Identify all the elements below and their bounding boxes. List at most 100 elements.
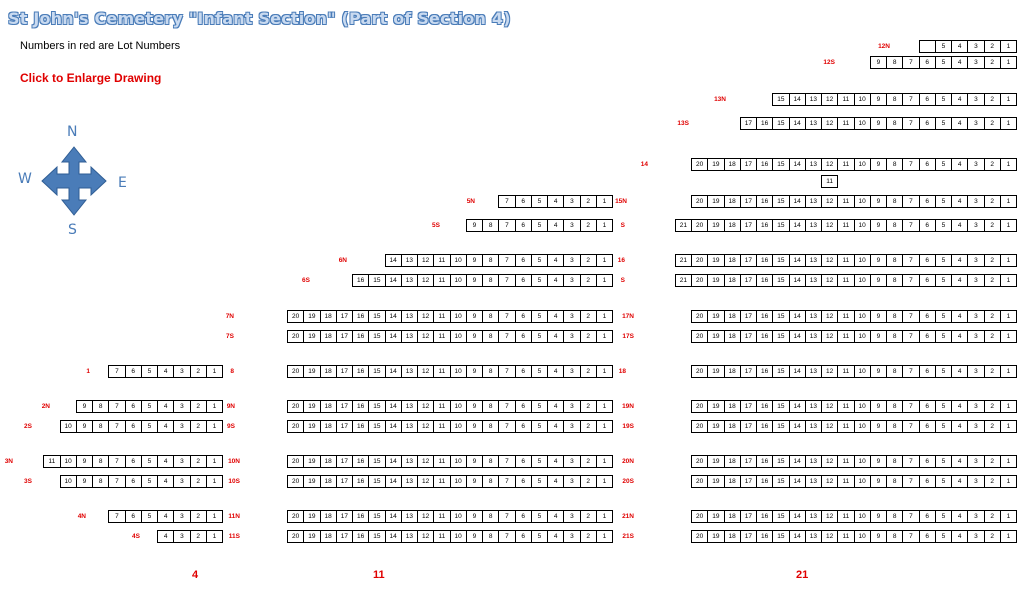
grave-cell: 17 (739, 274, 757, 287)
grave-cell: 10 (853, 420, 871, 433)
grave-cell: 12 (821, 475, 839, 488)
grave-cell: 5 (530, 195, 548, 208)
grave-cell: 18 (723, 455, 741, 468)
grave-cell: 13 (804, 117, 822, 130)
grave-cell: 6 (918, 400, 936, 413)
grave-cell: 7 (902, 455, 920, 468)
grave-cell: 2 (189, 400, 207, 413)
lot-number-label: 8 (230, 368, 234, 375)
grave-cell: 16 (756, 455, 774, 468)
grave-cell: 16 (756, 219, 774, 232)
grave-cell: 4 (951, 455, 969, 468)
grave-cell: 10 (853, 510, 871, 523)
grave-cell: 11 (837, 274, 855, 287)
grave-cell: 3 (563, 420, 581, 433)
grave-cell: 6 (918, 195, 936, 208)
grave-cell: 7 (498, 400, 516, 413)
grave-cell: 12 (821, 530, 839, 543)
grave-cell: 19 (303, 455, 321, 468)
grave-cell: 6 (918, 530, 936, 543)
grave-cell: 5 (934, 254, 952, 267)
grave-cell: 1 (205, 420, 223, 433)
grave-cell: 6 (918, 56, 936, 69)
grave-cell: 19 (707, 400, 725, 413)
grave-cell: 1 (595, 510, 613, 523)
grave-cell: 20 (691, 365, 709, 378)
grave-cell: 7 (902, 330, 920, 343)
grave-cell: 18 (723, 195, 741, 208)
grave-cell: 2 (579, 195, 597, 208)
lot-number-label: 21N (622, 513, 634, 520)
grave-cell: 20 (287, 400, 305, 413)
lot-number-label: 2N (41, 403, 50, 410)
grave-cell: 3 (967, 310, 985, 323)
grave-cell: 14 (788, 158, 806, 171)
grave-cell: 16 (352, 400, 370, 413)
grave-cell: 8 (886, 365, 904, 378)
grave-cell: 13 (804, 420, 822, 433)
grave-cell: 2 (579, 254, 597, 267)
grave-cell: 5 (530, 365, 548, 378)
grave-cell: 18 (319, 330, 337, 343)
grave-cell: 6 (124, 455, 142, 468)
grave-cell: 1 (205, 455, 223, 468)
grave-cell: 19 (303, 400, 321, 413)
grave-cell: 11 (837, 400, 855, 413)
grave-cell: 12 (417, 510, 435, 523)
grave-cell: 7 (902, 158, 920, 171)
grave-cell: 3 (967, 117, 985, 130)
grave-cell: 4 (951, 420, 969, 433)
grave-cell: 16 (756, 274, 774, 287)
grave-cell: 5 (530, 219, 548, 232)
grave-cell: 4 (547, 475, 565, 488)
grave-cell: 4 (951, 510, 969, 523)
grave-cell: 13 (400, 400, 418, 413)
grave-cell: 19 (707, 330, 725, 343)
grave-cell: 5 (934, 56, 952, 69)
grave-cell: 14 (788, 530, 806, 543)
grave-cell: 3 (563, 510, 581, 523)
grave-cell: 13 (804, 93, 822, 106)
grave-cell: 11 (433, 274, 451, 287)
grave-cell: 6 (514, 420, 532, 433)
grave-cell: 7 (108, 455, 126, 468)
grave-cell: 9 (465, 254, 483, 267)
grave-cell: 9 (465, 330, 483, 343)
grave-cell: 6 (124, 510, 142, 523)
grave-cell: 14 (788, 195, 806, 208)
grave-cell: 15 (772, 455, 790, 468)
grave-cell: 11 (433, 475, 451, 488)
grave-cell: 3 (967, 330, 985, 343)
grave-cell: 3 (563, 310, 581, 323)
grave-cell: 19 (707, 365, 725, 378)
grave-cell: 8 (482, 330, 500, 343)
grave-cell: 8 (886, 93, 904, 106)
lot-number-label: 20N (622, 458, 634, 465)
grave-cell: 4 (547, 455, 565, 468)
grave-cell: 8 (886, 420, 904, 433)
grave-cell: 7 (498, 420, 516, 433)
grave-cell: 17 (335, 365, 353, 378)
lot-number-label: 11N (228, 513, 240, 520)
grave-cell: 14 (788, 310, 806, 323)
lot-number-label: 3N (4, 458, 13, 465)
grave-cell: 2 (189, 365, 207, 378)
grave-cell: 10 (449, 310, 467, 323)
grave-cell: 14 (788, 455, 806, 468)
lot-number-label: 13N (714, 96, 726, 103)
grave-cell: 2 (579, 310, 597, 323)
grave-cell: 2 (189, 475, 207, 488)
grave-cell: 4 (157, 365, 175, 378)
grave-cell: 18 (723, 530, 741, 543)
grave-cell: 14 (788, 400, 806, 413)
lot-number-label: 6S (302, 277, 310, 284)
grave-cell: 1 (999, 400, 1017, 413)
grave-cell: 7 (902, 56, 920, 69)
grave-cell: 6 (918, 330, 936, 343)
grave-cell: 2 (579, 510, 597, 523)
enlarge-drawing-link[interactable]: Click to Enlarge Drawing (20, 71, 162, 85)
grave-cell: 2 (983, 93, 1001, 106)
grave-cell: 5 (934, 158, 952, 171)
grave-cell: 18 (319, 400, 337, 413)
